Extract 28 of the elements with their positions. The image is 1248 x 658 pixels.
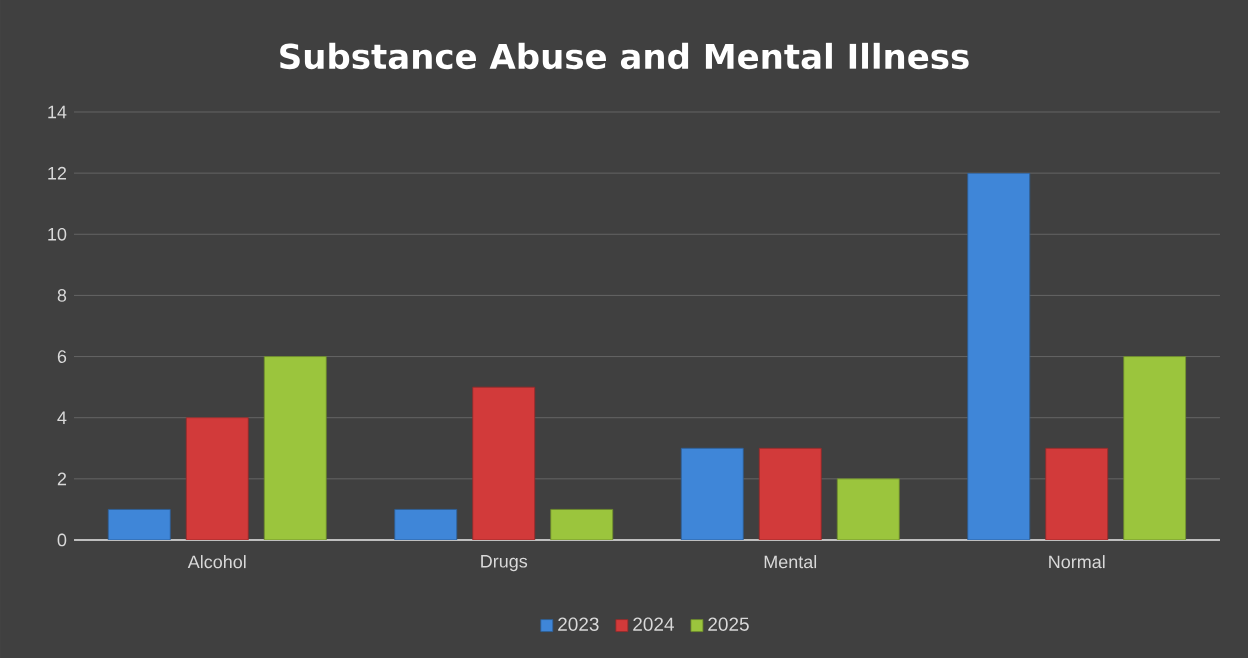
bar [472, 386, 536, 540]
legend-label: 2024 [633, 617, 674, 631]
bar [1045, 447, 1109, 540]
bar [107, 509, 171, 540]
bar [263, 356, 327, 540]
bar [185, 417, 249, 540]
bar [836, 478, 900, 540]
bar [758, 447, 822, 540]
bar [394, 509, 458, 540]
y-tick-label: 12 [48, 166, 67, 180]
y-tick-label: 0 [57, 533, 67, 547]
chart-title: Substance Abuse and Mental Illness [280, 42, 969, 70]
legend-label: 2023 [558, 617, 599, 631]
x-tick-label: Mental [764, 555, 817, 569]
y-tick-label: 6 [57, 350, 67, 363]
x-tick-label: Alcohol [187, 555, 246, 569]
x-tick-label: Normal [1049, 555, 1105, 569]
x-tick-label: Drugs [481, 555, 528, 572]
bar [1123, 356, 1187, 540]
bar [967, 172, 1031, 540]
bar [550, 509, 614, 540]
y-tick-label: 8 [57, 289, 67, 302]
y-tick-label: 4 [57, 411, 67, 424]
y-tick-label: 10 [48, 227, 67, 241]
y-tick-label: 14 [48, 105, 67, 119]
y-tick-label: 2 [57, 472, 67, 486]
legend-label: 2025 [708, 617, 749, 631]
bar [680, 447, 744, 540]
